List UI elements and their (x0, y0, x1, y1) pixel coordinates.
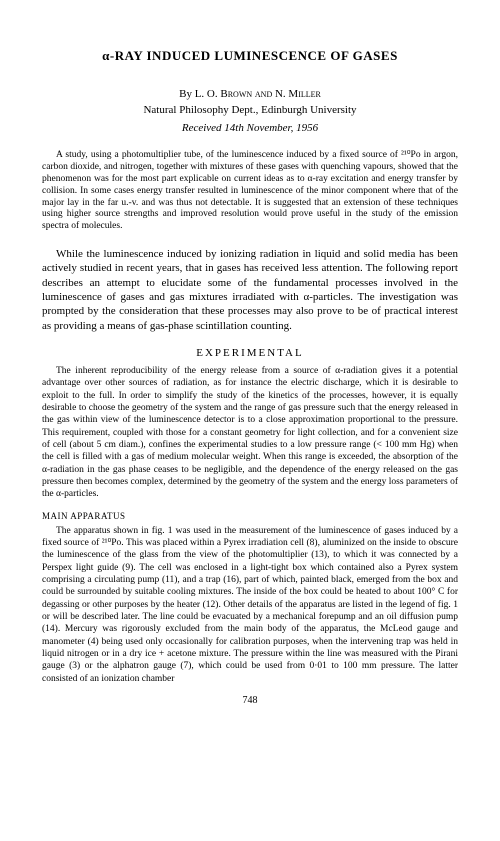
apparatus-paragraph: The apparatus shown in fig. 1 was used i… (42, 525, 458, 685)
section-heading-experimental: EXPERIMENTAL (42, 347, 458, 359)
experimental-paragraph: The inherent reproducibility of the ener… (42, 365, 458, 501)
abstract-text: A study, using a photomultiplier tube, o… (42, 150, 458, 233)
byline: By L. O. Brown and N. Miller (42, 88, 458, 100)
authors: L. O. Brown and N. Miller (195, 88, 321, 100)
byline-prefix: By (179, 88, 195, 100)
subsection-main-apparatus: MAIN APPARATUS (42, 511, 458, 521)
intro-paragraph: While the luminescence induced by ionizi… (42, 247, 458, 333)
page-number: 748 (42, 695, 458, 706)
affiliation: Natural Philosophy Dept., Edinburgh Univ… (42, 104, 458, 116)
paper-title: α-RAY INDUCED LUMINESCENCE OF GASES (42, 48, 458, 64)
received-date: Received 14th November, 1956 (42, 122, 458, 134)
